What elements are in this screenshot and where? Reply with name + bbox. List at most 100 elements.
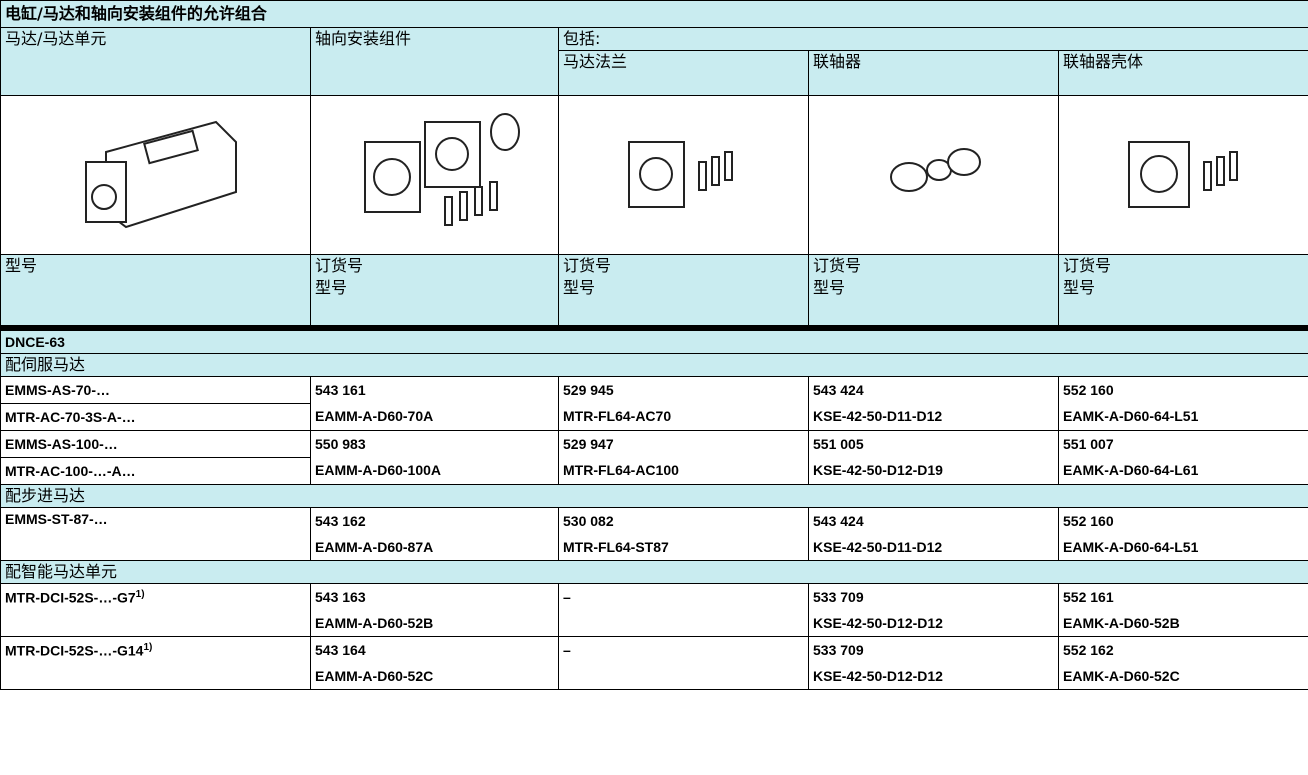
housing-image [1127, 141, 1238, 208]
type-code: EAMK-A-D60-52B [1063, 614, 1180, 631]
header-cell: 包括: [558, 27, 1308, 51]
image-cell [310, 95, 559, 255]
data-row: MTR-DCI-52S-…-G71) 543 163 EAMM-A-D60-52B –… [0, 582, 1308, 637]
order-number: 533 709 [813, 588, 864, 605]
order-number: 543 162 [315, 512, 366, 529]
header-row: 马达/马达单元 轴向安装组件 包括: [0, 27, 1308, 96]
order-cell: 543 163 EAMM-A-D60-52B [310, 582, 559, 637]
order-number: 550 983 [315, 435, 366, 452]
order-cell: 533 709 KSE-42-50-D12-D12 [808, 582, 1059, 637]
order-number: 552 160 [1063, 381, 1114, 398]
header-line: 订货号 [563, 256, 612, 275]
order-number: – [563, 641, 571, 658]
order-number: 530 082 [563, 512, 614, 529]
header-cell: 型号 [0, 254, 311, 331]
order-cell: 529 947 MTR-FL64-AC100 [558, 429, 809, 485]
image-cell [558, 95, 809, 255]
header-line: 型号 [1063, 278, 1096, 297]
type-code: EAMK-A-D60-64-L51 [1063, 538, 1199, 555]
type-code: MTR-FL64-ST87 [563, 538, 669, 555]
motor-cell: MTR-AC-70-3S-A-… [0, 402, 311, 431]
order-cell: 552 160 EAMK-A-D60-64-L51 [1058, 506, 1308, 561]
order-cell: – [558, 582, 809, 637]
header-line: 型号 [563, 278, 596, 297]
type-code: MTR-FL64-AC100 [563, 461, 679, 478]
motor-type: EMMS-ST-87-… [5, 510, 108, 527]
order-cell: 552 162 EAMK-A-D60-52C [1058, 635, 1308, 690]
type-code: MTR-FL64-AC70 [563, 407, 672, 424]
coupling-image [889, 148, 981, 192]
header-cell: 联轴器 [808, 50, 1059, 96]
group-row: 配伺服马达 [0, 352, 1308, 377]
header-line: 订货号 [315, 256, 364, 275]
header-line: 订货号 [1063, 256, 1112, 275]
order-number: 551 005 [813, 435, 864, 452]
order-number: 543 164 [315, 641, 366, 658]
image-cell [808, 95, 1059, 255]
group-label: 配步进马达 [0, 483, 1308, 508]
header-cell: 联轴器壳体 [1058, 50, 1308, 96]
type-code: EAMM-A-D60-100A [315, 461, 442, 478]
type-code: KSE-42-50-D11-D12 [813, 538, 943, 555]
data-row: MTR-AC-100-…-A… [0, 456, 1308, 485]
header-cell: 订货号 型号 [558, 254, 809, 331]
axial-kit-image [363, 113, 520, 226]
motor-cell: EMMS-AS-70-… [0, 375, 311, 404]
header-cell: 订货号 型号 [310, 254, 559, 331]
order-cell: 552 160 EAMK-A-D60-64-L51 [1058, 375, 1308, 431]
footnote-mark: 1) [135, 588, 145, 600]
image-cell [0, 95, 311, 255]
data-row: MTR-AC-70-3S-A-… [0, 402, 1308, 431]
order-cell: 551 007 EAMK-A-D60-64-L61 [1058, 429, 1308, 485]
order-cell: 552 161 EAMK-A-D60-52B [1058, 582, 1308, 637]
order-cell: 551 005 KSE-42-50-D12-D19 [808, 429, 1059, 485]
order-number: – [563, 588, 571, 605]
motor-cell: EMMS-AS-100-… [0, 429, 311, 458]
order-number: 543 161 [315, 381, 366, 398]
footnote-mark: 1) [143, 641, 153, 653]
order-number: 552 161 [1063, 588, 1114, 605]
order-number: 543 424 [813, 512, 864, 529]
order-number: 529 945 [563, 381, 614, 398]
motor-cell: EMMS-ST-87-… [0, 506, 311, 561]
order-number: 552 162 [1063, 641, 1114, 658]
order-cell: 543 161 EAMM-A-D60-70A [310, 375, 559, 431]
type-code: EAMK-A-D60-64-L61 [1063, 461, 1199, 478]
motor-cell: MTR-DCI-52S-…-G141) [0, 635, 311, 690]
title-row: 电缸/马达和轴向安装组件的允许组合 [0, 0, 1308, 28]
order-cell: 543 424 KSE-42-50-D11-D12 [808, 506, 1059, 561]
type-code: EAMM-A-D60-70A [315, 407, 434, 424]
table-title: 电缸/马达和轴向安装组件的允许组合 [0, 0, 1308, 28]
table-body: 电缸/马达和轴向安装组件的允许组合 马达/马达单元 轴向安装组件 包括: 马达法… [0, 0, 1308, 690]
type-code: KSE-42-50-D12-D12 [813, 667, 943, 684]
header-cell: 订货号 型号 [808, 254, 1059, 331]
data-row: EMMS-AS-70-… 543 161 EAMM-A-D60-70A 529 945… [0, 375, 1308, 431]
section-label: DNCE-63 [0, 327, 1308, 354]
group-row: 配智能马达单元 [0, 559, 1308, 584]
order-number: 529 947 [563, 435, 614, 452]
image-cell [1058, 95, 1308, 255]
motor-cell: MTR-DCI-52S-…-G71) [0, 582, 311, 637]
type-code: EAMK-A-D60-64-L51 [1063, 407, 1199, 424]
order-cell: 533 709 KSE-42-50-D12-D12 [808, 635, 1059, 690]
header-cell: 订货号 型号 [1058, 254, 1308, 331]
group-label: 配智能马达单元 [0, 559, 1308, 584]
header-line: 型号 [813, 278, 846, 297]
group-row: 配步进马达 [0, 483, 1308, 508]
type-code: EAMM-A-D60-52C [315, 667, 434, 684]
motor-image [84, 120, 237, 229]
data-row: MTR-DCI-52S-…-G141) 543 164 EAMM-A-D60-52C… [0, 635, 1308, 690]
header-cell: 马达法兰 [558, 50, 809, 96]
type-code: KSE-42-50-D12-D19 [813, 461, 943, 478]
order-number: 533 709 [813, 641, 864, 658]
header-line: 订货号 [813, 256, 862, 275]
image-row [0, 95, 1308, 255]
combination-table: 电缸/马达和轴向安装组件的允许组合 马达/马达单元 轴向安装组件 包括: 马达法… [0, 0, 1308, 690]
motor-cell: MTR-AC-100-…-A… [0, 456, 311, 485]
data-row: EMMS-AS-100-… 550 983 EAMM-A-D60-100A 529 9… [0, 429, 1308, 485]
section-row: DNCE-63 [0, 327, 1308, 354]
order-cell: 530 082 MTR-FL64-ST87 [558, 506, 809, 561]
order-cell: – [558, 635, 809, 690]
type-code: EAMM-A-D60-87A [315, 538, 434, 555]
